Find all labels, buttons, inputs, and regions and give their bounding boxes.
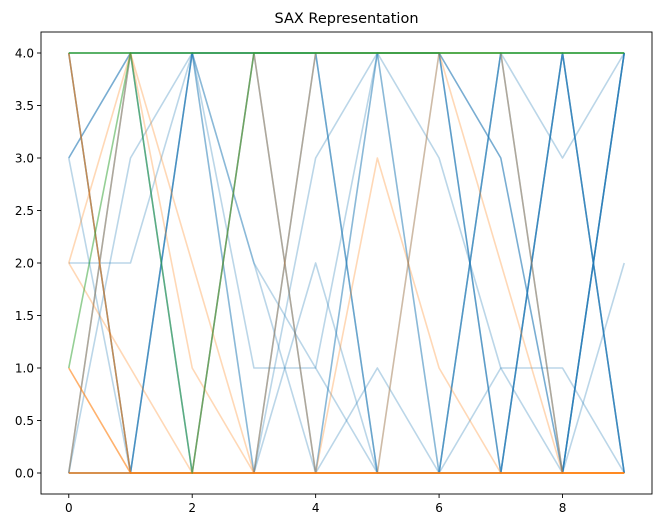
plot-area	[67, 52, 626, 474]
x-tick-label: 0	[65, 501, 73, 515]
y-tick-label: 3.0	[15, 152, 34, 166]
series-line-2	[68, 52, 625, 474]
x-tick-label: 8	[559, 501, 567, 515]
x-tick-label: 6	[435, 501, 443, 515]
x-tick-label: 4	[312, 501, 320, 515]
series-line-3	[67, 52, 625, 474]
series-line-9	[67, 52, 626, 474]
y-tick-label: 0.5	[15, 414, 34, 428]
chart-title: SAX Representation	[274, 11, 418, 27]
y-tick-label: 4.0	[15, 47, 34, 61]
y-tick-label: 0.0	[15, 467, 34, 481]
x-tick-label: 2	[188, 501, 196, 515]
y-tick-label: 2.0	[15, 257, 34, 271]
y-tick-label: 3.5	[15, 99, 34, 113]
y-tick-label: 1.5	[15, 309, 34, 323]
y-tick-label: 2.5	[15, 204, 34, 218]
axes: 0 2 4 6 8 0.0 0.5 1.0 1.5 2.0 2.5 3.0 3.5 4.0	[15, 31, 653, 515]
y-tick-label: 1.0	[15, 362, 34, 376]
